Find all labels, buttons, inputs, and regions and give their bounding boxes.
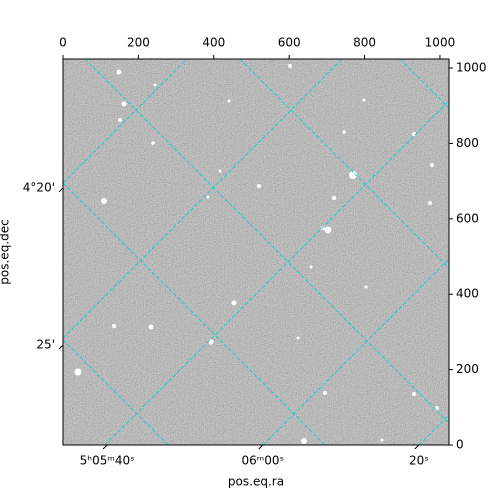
ra-tick [414,444,420,450]
x-axis-label: pos.eq.ra [228,475,284,489]
image-noise [63,59,449,445]
y-tick-label: 600 [456,211,479,225]
dec-tick-label: 4°20' [23,180,55,194]
x-tick-label: 0 [59,36,67,50]
ra-tick-label: 20ˢ [409,454,429,468]
dec-tick-label: 25' [36,338,55,352]
dec-tick [58,344,64,350]
y-axis-label: pos.eq.dec [0,219,12,284]
ra-tick-label: 5ʰ05ᵐ40ˢ [80,454,135,468]
y-tick-label: 0 [456,438,464,452]
y-tick-label: 1000 [456,61,487,75]
axes-frame [62,58,450,446]
y-tick-label: 800 [456,136,479,150]
x-tick-label: 1000 [425,36,456,50]
ra-tick [258,444,264,450]
ra-tick-label: 06ᵐ00ˢ [242,454,285,468]
y-tick-label: 400 [456,287,479,301]
x-tick-label: 200 [127,36,150,50]
x-tick-label: 800 [353,36,376,50]
y-tick-label: 200 [456,362,479,376]
ra-tick [102,444,108,450]
dec-tick [58,187,64,193]
x-tick-label: 600 [278,36,301,50]
coordinate-grid [63,59,449,445]
x-tick-label: 400 [202,36,225,50]
